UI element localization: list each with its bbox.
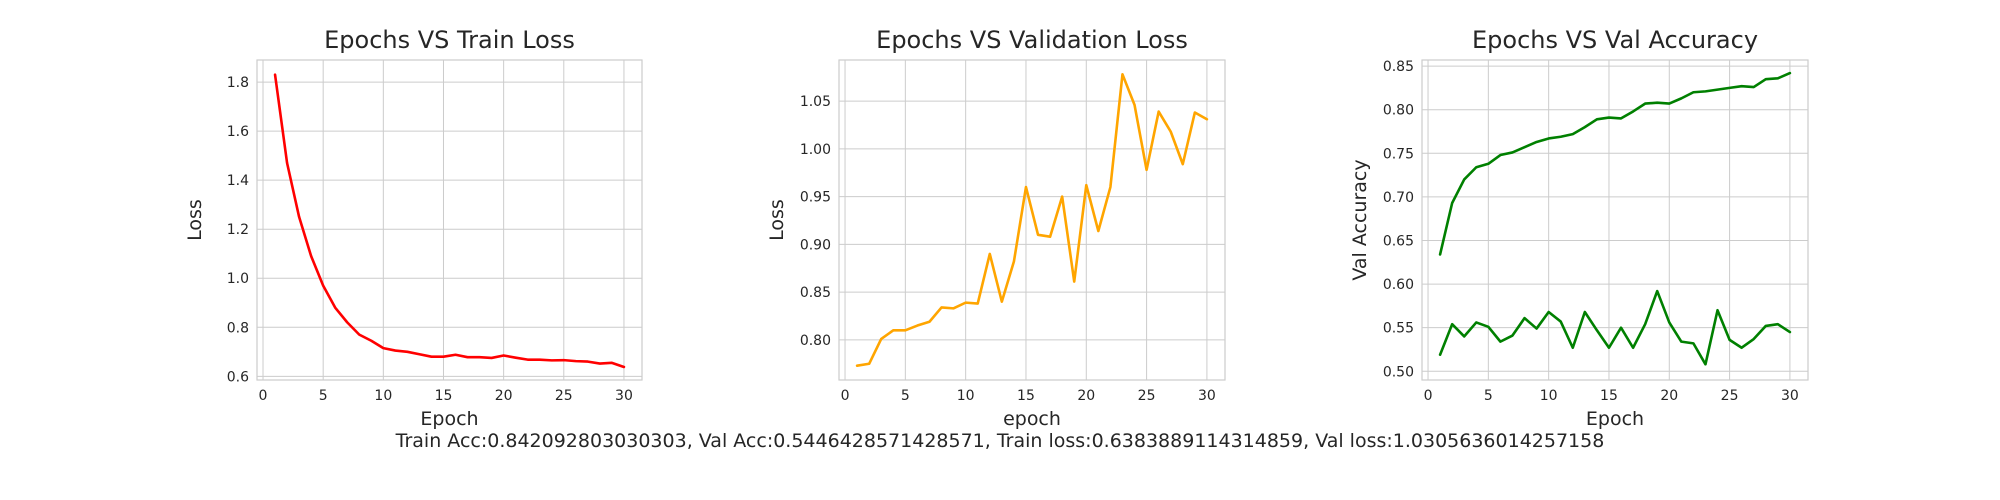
y-axis-label: Loss	[766, 199, 788, 241]
x-axis-label: Epoch	[420, 408, 478, 430]
x-tick-label: 20	[495, 388, 513, 404]
y-tick-label: 1.2	[227, 222, 249, 238]
y-tick-label: 1.8	[227, 75, 249, 91]
x-tick-label: 0	[1424, 388, 1433, 404]
x-tick-label: 20	[1660, 388, 1678, 404]
y-tick-label: 1.05	[800, 94, 831, 110]
y-axis-label: Val Accuracy	[1349, 159, 1371, 280]
series-line-2	[1438, 289, 1792, 366]
x-tick-label: 25	[1721, 388, 1739, 404]
x-axis-label: epoch	[1003, 408, 1061, 430]
x-tick-label: 25	[555, 388, 573, 404]
y-tick-label: 0.6	[227, 369, 249, 385]
series-line-1	[273, 73, 626, 369]
y-tick-label: 0.65	[1383, 233, 1414, 249]
chart-title: Epochs VS Train Loss	[324, 26, 575, 54]
y-tick-label: 0.85	[1383, 59, 1414, 75]
y-tick-label: 0.95	[800, 190, 831, 206]
y-tick-label: 1.00	[800, 142, 831, 158]
x-tick-label: 20	[1077, 388, 1095, 404]
chart-panel-3: 0 5 10 15 20 25 30 0.50 0.55 0.60 0.65 0.70 0.75 0.80…	[1349, 26, 1809, 430]
x-tick-label: 15	[1600, 388, 1618, 404]
y-tick-label: 0.55	[1383, 321, 1414, 337]
x-tick-label: 30	[615, 388, 633, 404]
plot-frame	[838, 59, 1226, 381]
x-tick-label: 30	[1781, 388, 1799, 404]
y-tick-label: 0.80	[1383, 103, 1414, 119]
x-axis-label: Epoch	[1586, 408, 1644, 430]
y-tick-label: 1.0	[227, 271, 249, 287]
y-tick-label: 0.8	[227, 320, 249, 336]
y-tick-label: 0.80	[800, 333, 831, 349]
x-tick-label: 5	[901, 388, 910, 404]
x-tick-label: 0	[259, 388, 268, 404]
x-tick-label: 15	[435, 388, 453, 404]
x-tick-label: 10	[374, 388, 392, 404]
chart-panel-2: 0 5 10 15 20 25 30 0.80 0.85 0.90 0.95 1.00 1.05 Epoc…	[766, 26, 1226, 430]
y-tick-label: 0.75	[1383, 146, 1414, 162]
chart-title: Epochs VS Validation Loss	[876, 26, 1188, 54]
y-tick-label: 0.85	[800, 285, 831, 301]
x-tick-label: 30	[1198, 388, 1216, 404]
series-line-1	[1438, 71, 1792, 256]
y-tick-label: 0.60	[1383, 277, 1414, 293]
series-line-1	[855, 73, 1209, 367]
chart-panel-1: 0 5 10 15 20 25 30 0.6 0.8 1.0 1.2 1.4 1.6 1.8 Epochs …	[184, 26, 643, 430]
x-tick-label: 5	[1484, 388, 1493, 404]
x-tick-label: 25	[1138, 388, 1156, 404]
y-tick-label: 0.90	[800, 237, 831, 253]
y-tick-label: 1.6	[227, 124, 249, 140]
y-tick-label: 0.70	[1383, 190, 1414, 206]
x-tick-label: 10	[957, 388, 975, 404]
chart-title: Epochs VS Val Accuracy	[1472, 26, 1758, 54]
y-tick-label: 1.4	[227, 173, 249, 189]
plot-frame	[1421, 59, 1809, 381]
x-tick-label: 0	[841, 388, 850, 404]
y-tick-label: 0.50	[1383, 364, 1414, 380]
plot-frame	[256, 59, 643, 381]
y-axis-label: Loss	[184, 199, 206, 241]
x-tick-label: 5	[319, 388, 328, 404]
x-tick-label: 15	[1017, 388, 1035, 404]
x-tick-label: 10	[1540, 388, 1558, 404]
summary-text: Train Acc:0.842092803030303, Val Acc:0.5…	[395, 430, 1605, 452]
